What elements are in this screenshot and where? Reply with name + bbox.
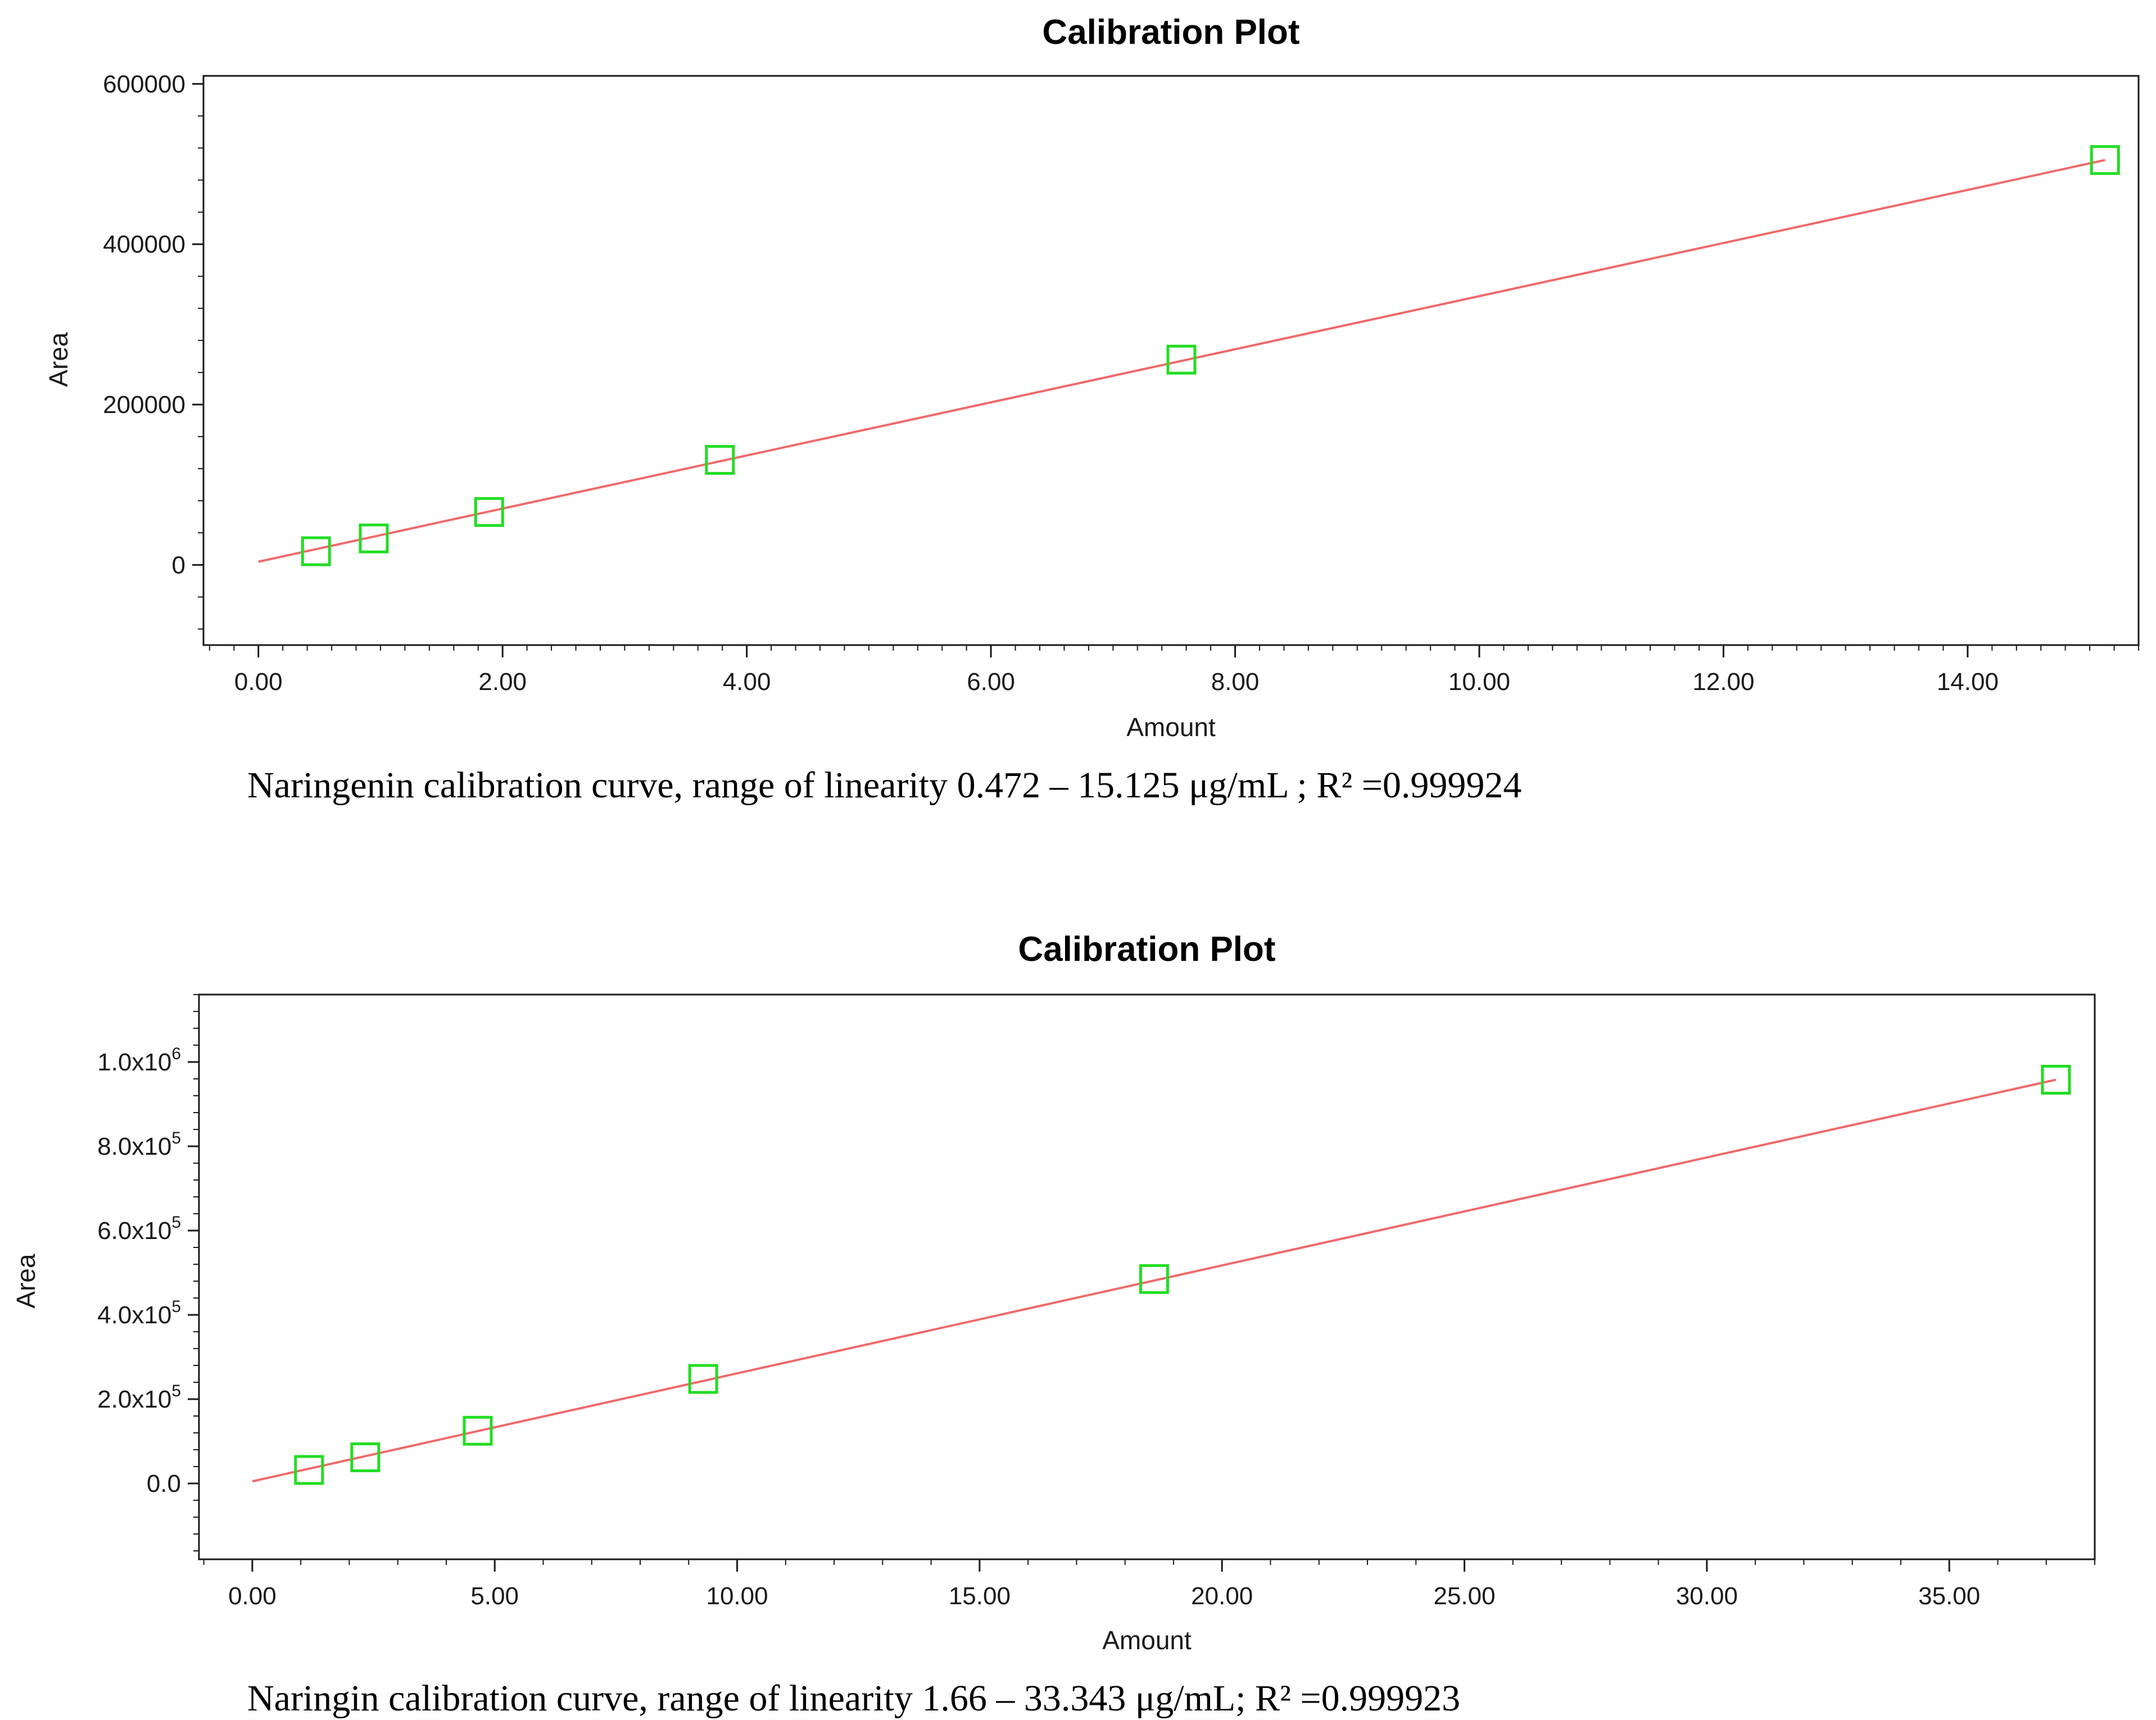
- x-tick-label: 20.00: [1191, 1582, 1253, 1610]
- data-point: [463, 1415, 493, 1446]
- y-tick-label: 4.0x105: [97, 1297, 181, 1329]
- x-tick-label: 10.00: [706, 1582, 768, 1610]
- data-point: [705, 444, 735, 475]
- x-tick-label: 12.00: [1692, 668, 1754, 696]
- x-tick-label: 14.00: [1937, 668, 1999, 696]
- x-tick-label: 10.00: [1448, 668, 1510, 696]
- caption-naringin: Naringin calibration curve, range of lin…: [247, 1678, 1461, 1719]
- y-tick-label: 6.0x105: [97, 1213, 181, 1245]
- x-tick-label: 6.00: [967, 668, 1015, 696]
- data-point: [474, 497, 504, 527]
- x-tick-label: 4.00: [723, 668, 771, 696]
- calibration-chart-naringin: Calibration Plot 0.0 2.0x105 4.0x105 6.0x105…: [11, 930, 2096, 1655]
- x-tick-label: 0.00: [228, 1582, 277, 1610]
- x-tick-label: 15.00: [949, 1582, 1011, 1610]
- x-tick-label: 35.00: [1918, 1582, 1980, 1610]
- x-tick-label: 2.00: [478, 668, 527, 696]
- data-point: [2041, 1065, 2071, 1095]
- x-tick-label: 8.00: [1211, 668, 1260, 696]
- plot-frame: [202, 75, 2140, 646]
- chart-title: Calibration Plot: [1018, 930, 1275, 969]
- y-tick-label: 1.0x106: [97, 1045, 181, 1076]
- data-point: [359, 523, 389, 553]
- data-point: [301, 536, 331, 566]
- y-axis-label: Area: [11, 1254, 40, 1309]
- y-tick-label: 2.0x105: [97, 1382, 181, 1413]
- plot-frame: [198, 993, 2096, 1560]
- y-tick-label: 8.0x105: [97, 1129, 181, 1160]
- x-tick-label: 5.00: [470, 1582, 519, 1610]
- data-point: [1166, 344, 1197, 375]
- calibration-chart-naringenin: Calibration Plot 0 200000 400000 600000 0.00 2…: [44, 13, 2140, 742]
- x-tick-label: 0.00: [234, 668, 283, 696]
- caption-naringenin: Naringenin calibration curve, range of l…: [247, 765, 1522, 806]
- data-point: [350, 1442, 381, 1472]
- x-axis-label: Amount: [1126, 712, 1216, 742]
- y-tick-label: 400000: [103, 231, 185, 258]
- chart-title: Calibration Plot: [1042, 13, 1299, 52]
- data-point: [294, 1455, 324, 1485]
- fit-line: [252, 1078, 2057, 1483]
- fit-line: [258, 158, 2105, 563]
- y-tick-label: 600000: [103, 70, 185, 98]
- y-axis-label: Area: [44, 332, 73, 387]
- data-point: [688, 1364, 718, 1394]
- data-point: [2090, 145, 2120, 175]
- x-tick-label: 30.00: [1676, 1582, 1738, 1610]
- x-tick-label: 25.00: [1433, 1582, 1495, 1610]
- x-axis-label: Amount: [1102, 1626, 1192, 1655]
- y-tick-label: 0.0: [147, 1470, 181, 1497]
- y-tick-label: 200000: [103, 391, 185, 419]
- data-point: [1139, 1264, 1169, 1294]
- y-tick-label: 0: [172, 551, 185, 579]
